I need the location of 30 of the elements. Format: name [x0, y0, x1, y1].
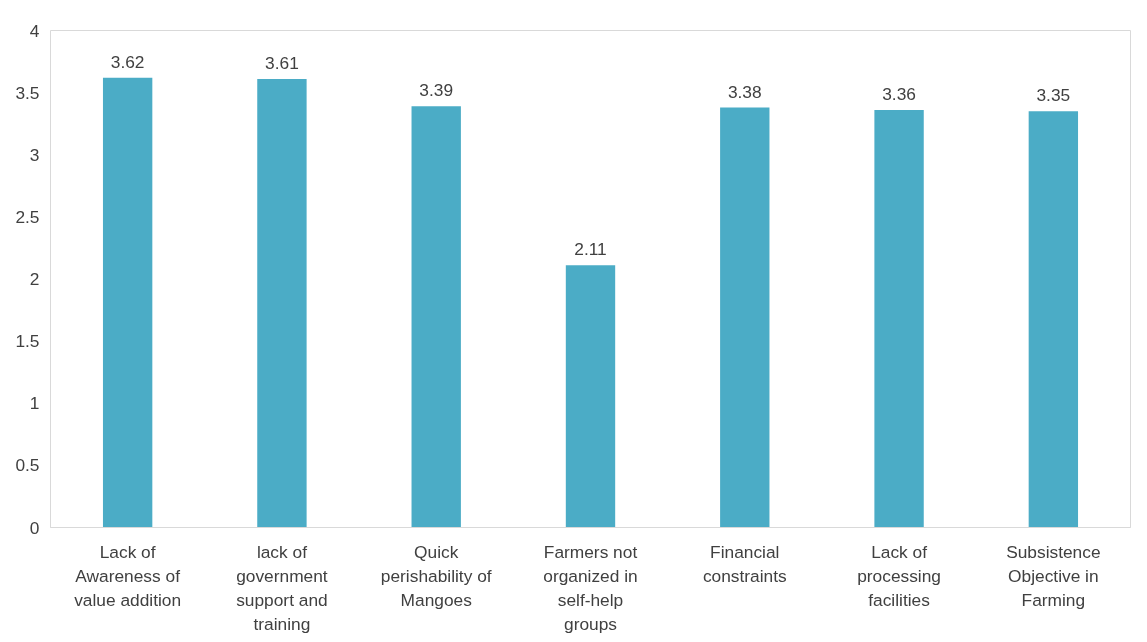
y-tick-label: 0	[29, 517, 40, 538]
data-label: 3.35	[1036, 85, 1071, 106]
data-label: 3.38	[727, 81, 762, 102]
y-tick-label: 3.5	[15, 82, 40, 103]
x-tick-label: Quick perishability of Mangoes	[380, 541, 492, 610]
data-label: 2.11	[574, 239, 607, 260]
bar	[874, 110, 924, 528]
bar	[720, 107, 770, 528]
y-tick-label: 1	[29, 393, 40, 414]
x-tick-label: lack of government support and training	[236, 541, 328, 634]
y-tick-label: 2	[29, 269, 40, 289]
x-tick-label: Lack of processing facilities	[857, 541, 941, 610]
data-label: 3.62	[110, 51, 145, 72]
bar	[257, 78, 307, 528]
bar	[102, 77, 153, 528]
bar	[411, 106, 461, 528]
bar	[565, 265, 616, 528]
x-tick-label: Subsistence Objective in Farming	[1006, 541, 1101, 610]
y-tick-label: 2.5	[15, 206, 40, 227]
y-tick-label: 4	[29, 20, 40, 41]
y-tick-label: 3	[29, 144, 40, 165]
data-label: 3.61	[265, 52, 299, 73]
bar	[1028, 111, 1079, 528]
y-tick-label: 1.5	[15, 331, 40, 352]
x-tick-label: Farmers not organized in self-help groups	[543, 541, 638, 634]
y-tick-label: 0.5	[15, 455, 40, 476]
data-label: 3.39	[419, 80, 454, 101]
x-tick-label: Lack of Awareness of value addition	[74, 541, 182, 610]
data-label: 3.36	[882, 84, 916, 105]
x-tick-label: Financial constraints	[702, 541, 788, 586]
